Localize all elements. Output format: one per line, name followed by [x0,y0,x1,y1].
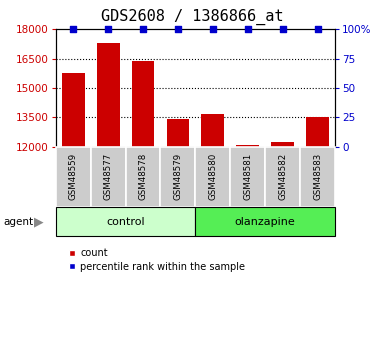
Bar [306,117,329,147]
Bar [195,147,230,207]
Text: GSM48580: GSM48580 [208,153,218,200]
Point [70,27,76,32]
Bar [195,207,335,236]
Text: GSM48583: GSM48583 [313,153,322,200]
Bar [62,73,85,147]
Bar [230,147,265,207]
Point [315,27,321,32]
Bar [236,145,259,147]
Bar [97,43,119,147]
Bar [132,61,154,147]
Point [244,27,251,32]
Bar [201,115,224,147]
Text: GSM48582: GSM48582 [278,153,287,200]
Text: GSM48581: GSM48581 [243,153,252,200]
Text: agent: agent [4,217,34,227]
Bar [271,142,294,147]
Bar [91,147,126,207]
Text: olanzapine: olanzapine [235,217,296,227]
Legend: count, percentile rank within the sample: count, percentile rank within the sample [68,248,245,272]
Bar [126,147,161,207]
Text: ▶: ▶ [34,215,43,228]
Text: GSM48577: GSM48577 [104,153,113,200]
Text: GSM48579: GSM48579 [173,153,182,200]
Text: GSM48578: GSM48578 [139,153,147,200]
Text: GSM48559: GSM48559 [69,153,78,200]
Point [210,27,216,32]
Point [140,27,146,32]
Bar [56,207,195,236]
Text: GDS2608 / 1386866_at: GDS2608 / 1386866_at [101,9,284,25]
Bar [161,147,195,207]
Bar [300,147,335,207]
Text: control: control [106,217,145,227]
Bar [265,147,300,207]
Point [175,27,181,32]
Bar [56,147,91,207]
Bar [167,119,189,147]
Point [105,27,111,32]
Point [280,27,286,32]
